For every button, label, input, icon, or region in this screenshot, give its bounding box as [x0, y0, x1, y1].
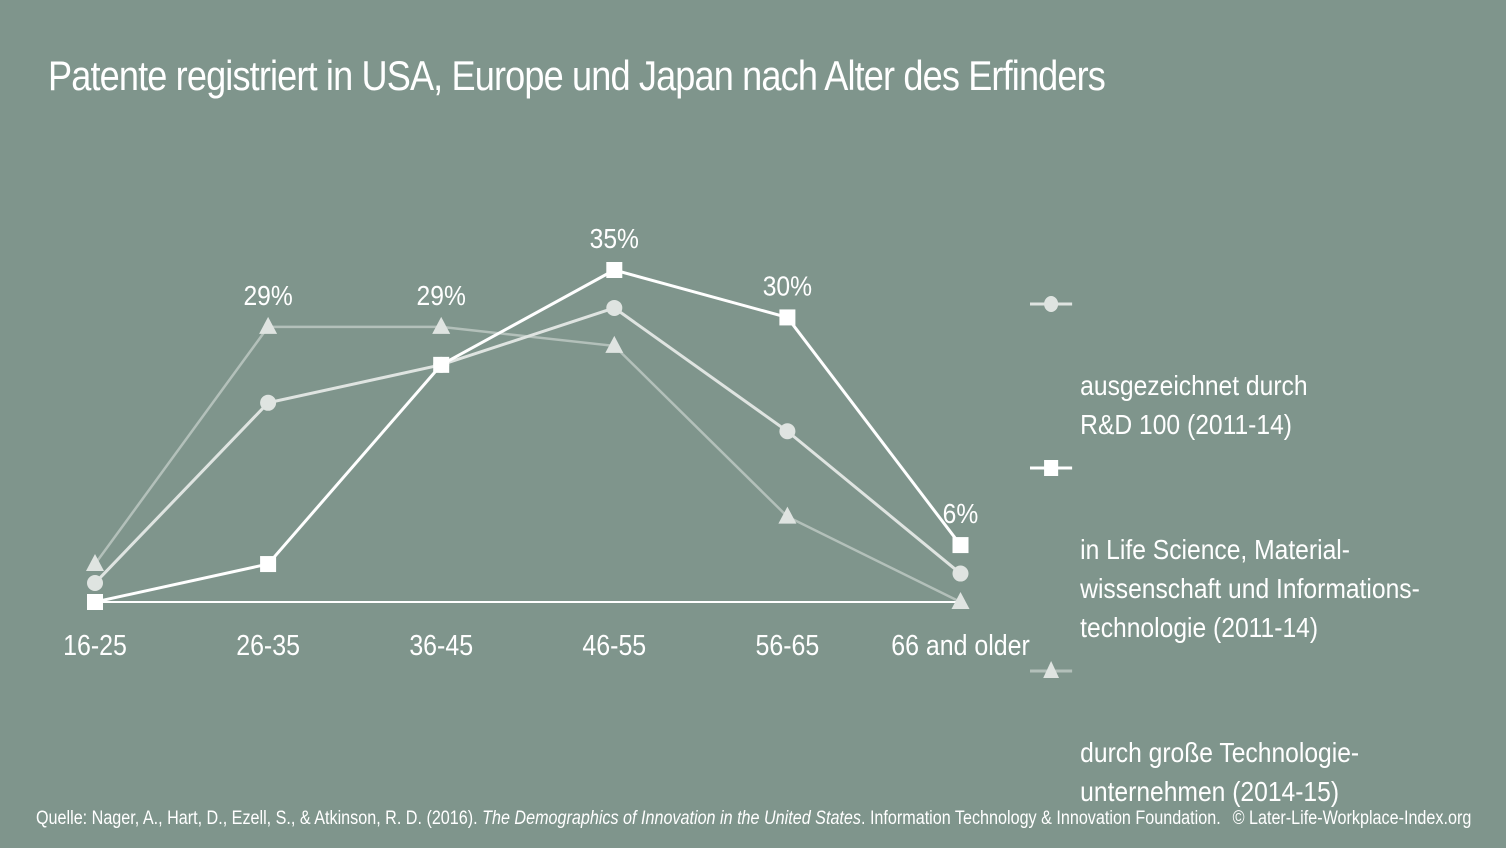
source-publisher: . Information Technology & Innovation Fo… [860, 808, 1221, 829]
legend-label: ausgezeichnet durch R&D 100 (2011-14) [1080, 370, 1308, 440]
triangle-marker-icon [1030, 661, 1073, 678]
copyright: © Later-Life-Workplace-Index.org [1232, 808, 1472, 829]
data-point-circle [606, 299, 623, 316]
data-point-circle [87, 575, 103, 592]
data-point-circle [952, 565, 969, 582]
data-point-square [433, 356, 450, 373]
data-label: 30% [763, 270, 812, 302]
data-label: 29% [417, 279, 466, 311]
legend-item-circle: ausgezeichnet durch R&D 100 (2011-14) [1030, 288, 1485, 444]
series-line-square [94, 268, 962, 604]
x-tick-label: 66 and older [891, 629, 1030, 661]
square-marker-icon [1030, 460, 1073, 476]
legend-item-triangle: durch große Technologie- unternehmen (20… [1030, 655, 1485, 811]
data-point-square [260, 556, 277, 573]
data-point-triangle [259, 316, 278, 334]
x-tick-label: 46-55 [582, 629, 646, 661]
series-line-triangle [93, 325, 962, 604]
data-point-circle [260, 394, 277, 411]
data-point-triangle [86, 554, 104, 572]
data-point-square [952, 537, 969, 554]
data-label: 35% [590, 223, 639, 255]
data-point-square [606, 262, 623, 278]
legend-item-square: in Life Science, Material- wissenschaft … [1030, 452, 1485, 647]
circle-marker-icon [1030, 296, 1073, 312]
legend-label: in Life Science, Material- wissenschaft … [1080, 534, 1420, 643]
data-point-triangle [432, 316, 451, 334]
data-point-triangle [605, 335, 624, 353]
source-text: Quelle: Nager, A., Hart, D., Ezell, S., … [36, 808, 483, 829]
series-line-circle [93, 306, 962, 585]
data-label: 6% [943, 498, 979, 530]
x-tick-label: 26-35 [236, 629, 300, 661]
source-footer: Quelle: Nager, A., Hart, D., Ezell, S., … [36, 808, 1471, 830]
source-title: The Demographics of Innovation in the Un… [482, 808, 861, 829]
x-tick-label: 56-65 [756, 629, 820, 661]
data-point-triangle [951, 592, 970, 609]
data-point-square [779, 309, 796, 326]
data-point-triangle [778, 506, 797, 524]
x-tick-label: 36-45 [409, 629, 473, 661]
x-tick-label: 16-25 [63, 629, 127, 661]
data-point-square [87, 594, 103, 610]
legend-label: durch große Technologie- unternehmen (20… [1080, 737, 1360, 807]
chart-title: Patente registriert in USA, Europe und J… [48, 52, 1106, 99]
data-label: 29% [243, 279, 292, 311]
legend: ausgezeichnet durch R&D 100 (2011-14) in… [1030, 288, 1506, 819]
data-point-circle [779, 423, 796, 440]
